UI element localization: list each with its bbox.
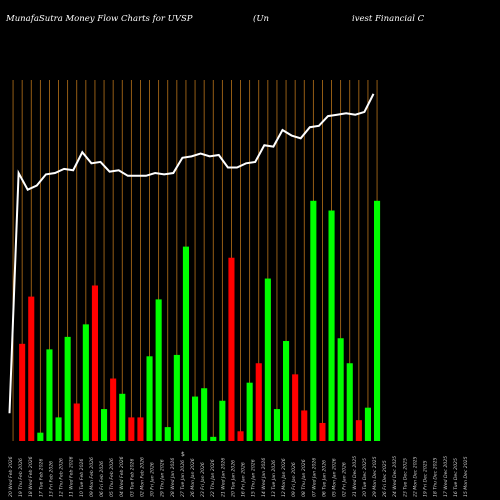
money-flow-bar: [46, 349, 53, 441]
x-tick-label: 07 Wed Jan 2026: [311, 458, 317, 497]
x-tick-label: 06 Fri Feb 2026: [99, 461, 105, 497]
x-tick-label: 06 Tue Jan 2026: [321, 460, 327, 497]
currency-label: $: [181, 451, 185, 458]
x-tick-label: 20 Wed Feb 2026: [8, 456, 14, 497]
x-tick-label: 12 Thu Feb 2026: [59, 458, 65, 497]
money-flow-bar: [355, 420, 362, 441]
x-tick-label: 30 Tue Dec 2025: [362, 458, 368, 497]
money-flow-bars: [19, 200, 381, 441]
x-tick-label: 26 Mon Jan 2026: [190, 458, 196, 497]
x-tick-label: 18 Thu Dec 2025: [433, 457, 439, 497]
x-axis-labels: 20 Wed Feb 2026 19 Thu Feb 2026 18 Wed Feb…: [8, 456, 469, 497]
x-tick-label: 19 Thu Feb 2026: [18, 458, 24, 497]
money-flow-bar: [337, 338, 344, 441]
money-flow-bar: [110, 378, 117, 441]
x-tick-label: 15 Thu Jan 2026: [251, 459, 257, 497]
money-flow-bar: [292, 374, 299, 441]
money-flow-bar: [164, 427, 171, 441]
x-tick-label: 23 Fri Jan 2026: [200, 462, 206, 497]
money-flow-bar: [228, 257, 235, 441]
x-tick-label: 09 Mon Feb 2026: [89, 457, 95, 497]
money-flow-bar: [82, 324, 89, 441]
money-flow-bar: [246, 382, 253, 441]
x-tick-label: 12 Mon Jan 2026: [281, 458, 287, 497]
money-flow-bar: [210, 436, 217, 441]
x-tick-label: 30 Fri Jan 2026: [150, 462, 156, 497]
money-flow-bar: [219, 400, 226, 441]
money-flow-bar: [255, 363, 262, 441]
x-tick-label: 29 Thu Jan 2026: [160, 459, 166, 497]
money-flow-bar: [310, 200, 317, 441]
money-flow-bar: [119, 393, 126, 441]
x-tick-label: 26 Fri Dec 2025: [382, 460, 388, 497]
x-tick-label: 20 Tue Jan 2026: [230, 460, 236, 497]
money-flow-bar: [137, 417, 144, 441]
x-tick-label: 27 Tue Jan 2026: [180, 460, 186, 497]
x-tick-label: 18 Wed Feb 2026: [28, 456, 34, 497]
x-tick-label: 15 Mon Dec 2025: [463, 456, 469, 497]
money-flow-bar: [273, 409, 280, 441]
x-tick-label: 22 Thu Jan 2026: [210, 459, 216, 497]
x-tick-label: 05 Mon Jan 2026: [332, 458, 338, 497]
x-tick-label: 13 Fri Feb 2026: [48, 461, 54, 497]
x-tick-label: 17 Tue Feb 2026: [38, 459, 44, 497]
x-tick-label: 03 Tue Feb 2026: [129, 459, 135, 497]
x-tick-label: 14 Wed Jan 2026: [261, 458, 267, 497]
site-title: MunafaSutra Money Flow Charts for UVSP: [6, 14, 193, 24]
x-tick-label: 02 Mon Feb 2026: [139, 457, 145, 497]
money-flow-bar: [37, 432, 44, 441]
x-tick-label: 19 Fri Dec 2025: [423, 460, 429, 497]
company-name-right: ivest Financial C: [352, 14, 425, 24]
money-flow-bar: [192, 396, 199, 441]
money-flow-bar: [101, 409, 108, 441]
money-flow-bar: [201, 388, 208, 441]
x-tick-label: 22 Mon Dec 2025: [412, 456, 418, 497]
x-tick-label: 09 Fri Jan 2026: [291, 462, 297, 497]
x-tick-label: 16 Tue Dec 2025: [453, 458, 459, 497]
money-flow-bar: [73, 403, 80, 441]
money-flow-bar: [264, 278, 271, 441]
x-tick-label: 08 Thu Jan 2026: [301, 459, 307, 497]
money-flow-bar: [28, 296, 35, 441]
x-tick-label: 11 Wed Feb 2026: [69, 456, 75, 497]
money-flow-bar: [146, 356, 153, 441]
money-flow-bar: [237, 431, 244, 441]
x-tick-label: 16 Fri Jan 2026: [241, 462, 247, 497]
chart-header: MunafaSutra Money Flow Charts for UVSP (…: [0, 0, 500, 40]
company-name-left: (Un: [253, 14, 269, 24]
x-tick-label: 05 Thu Feb 2026: [109, 458, 115, 497]
x-tick-label: 23 Tue Dec 2025: [402, 458, 408, 497]
x-tick-label: 04 Wed Feb 2026: [119, 456, 125, 497]
x-tick-label: 29 Mon Dec 2025: [372, 456, 378, 497]
x-tick-label: 13 Tue Jan 2026: [271, 460, 277, 497]
money-flow-bar: [328, 210, 335, 441]
money-flow-bar: [128, 417, 135, 441]
money-flow-bar: [64, 336, 71, 441]
money-flow-line: [8, 93, 375, 414]
money-flow-bar: [19, 343, 26, 441]
x-tick-label: 10 Tue Feb 2026: [79, 459, 85, 497]
x-tick-label: 02 Fri Jan 2026: [342, 462, 348, 497]
money-flow-bar: [319, 422, 326, 441]
money-flow-bar: [182, 246, 189, 441]
money-flow-bar: [155, 299, 162, 441]
money-flow-bar: [346, 363, 353, 441]
money-flow-bar: [301, 410, 308, 441]
money-flow-bar: [283, 341, 290, 441]
money-flow-bar: [173, 354, 180, 441]
x-tick-label: 24 Wed Dec 2025: [392, 456, 398, 497]
money-flow-bar: [55, 417, 62, 441]
money-flow-bar: [364, 407, 371, 441]
x-tick-label: 28 Wed Jan 2026: [170, 458, 176, 497]
x-tick-label: 21 Wed Jan 2026: [220, 458, 226, 497]
x-tick-label: 31 Wed Dec 2025: [352, 456, 358, 497]
x-tick-label: 17 Wed Dec 2025: [443, 456, 449, 497]
money-flow-bar: [91, 285, 98, 441]
money-flow-bar: [374, 200, 381, 441]
